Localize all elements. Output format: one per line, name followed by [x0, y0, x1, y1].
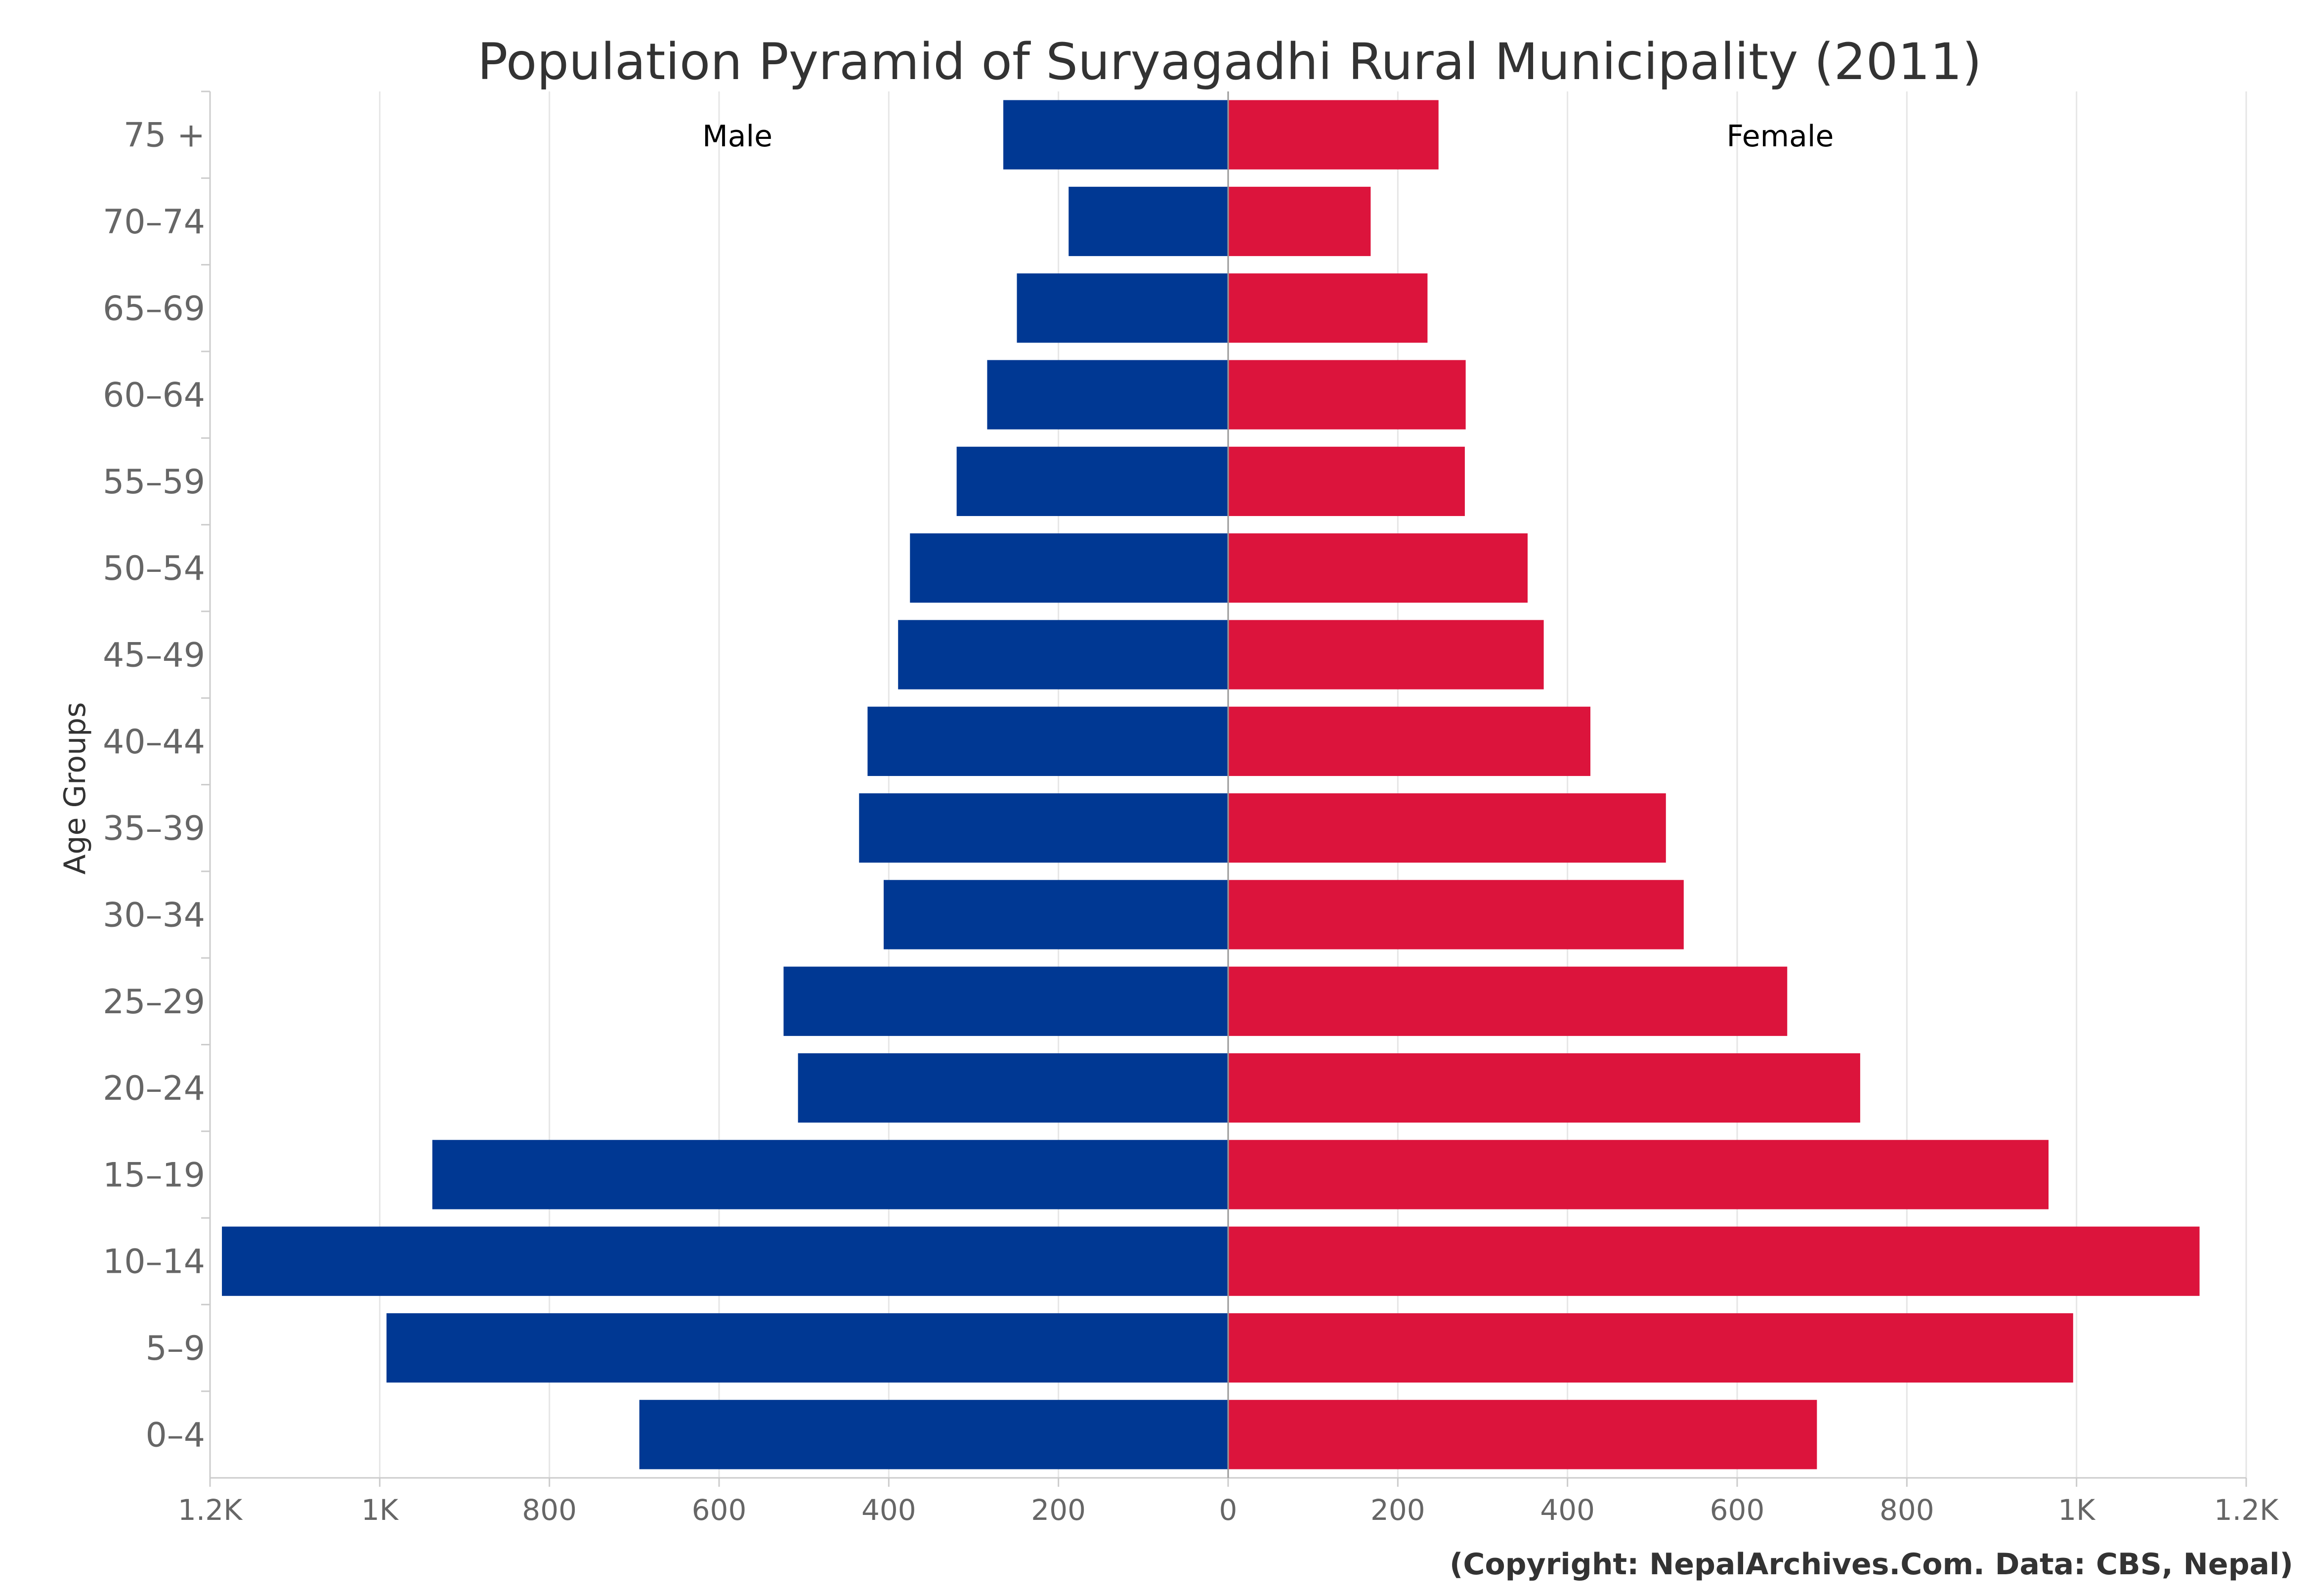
x-tick-label: 800	[522, 1493, 577, 1527]
female-bar	[1228, 100, 1439, 170]
y-tick-label: 55–59	[103, 463, 205, 502]
female-bar	[1228, 706, 1591, 776]
y-tick-label: 5–9	[145, 1329, 205, 1368]
female-bar	[1228, 1226, 2200, 1296]
male-bar	[1068, 186, 1228, 257]
x-tick-label: 200	[1031, 1493, 1086, 1527]
female-bar	[1228, 273, 1428, 343]
y-tick-label: 60–64	[103, 376, 205, 415]
y-tick-label: 15–19	[103, 1156, 205, 1195]
y-tick-label: 25–29	[103, 983, 205, 1022]
y-tick-label: 35–39	[103, 809, 205, 848]
y-tick-label: 50–54	[103, 549, 205, 588]
x-tick-label: 0	[1219, 1493, 1238, 1527]
x-tick-label: 1.2K	[178, 1493, 243, 1527]
male-bar	[884, 880, 1228, 949]
female-bar	[1228, 360, 1466, 430]
female-bar	[1228, 533, 1528, 603]
female-bar	[1228, 186, 1371, 257]
x-tick-label: 600	[1710, 1493, 1765, 1527]
y-tick-label: 75 +	[124, 116, 205, 155]
male-bar	[859, 793, 1228, 863]
y-tick-label: 0–4	[145, 1416, 205, 1455]
male-series-label: Male	[702, 119, 772, 154]
axes: 1.2K 1K 800 600 400 200 0 200 400 600 800 1K 1.2K 0–4…	[103, 90, 2279, 1527]
male-bar	[798, 1053, 1228, 1123]
male-bar	[639, 1400, 1228, 1469]
male-bar	[1017, 273, 1228, 343]
x-tick-label: 1K	[361, 1493, 399, 1527]
x-tick-label: 800	[1880, 1493, 1934, 1527]
female-bar	[1228, 620, 1544, 690]
y-tick-label: 65–69	[103, 289, 205, 328]
y-tick-label: 45–49	[103, 636, 205, 675]
y-tick-label: 40–44	[103, 723, 205, 762]
male-bar	[910, 533, 1228, 603]
male-bar	[783, 966, 1228, 1036]
female-bar	[1228, 446, 1465, 517]
female-bar	[1228, 793, 1666, 863]
y-tick-label: 70–74	[103, 203, 205, 242]
male-bar	[386, 1313, 1228, 1383]
male-bar	[867, 706, 1228, 776]
female-bar	[1228, 1053, 1860, 1123]
male-bar	[956, 446, 1228, 517]
male-bar	[222, 1226, 1228, 1296]
x-tick-label: 1.2K	[2214, 1493, 2279, 1527]
chart-title: Population Pyramid of Suryagadhi Rural M…	[477, 33, 1982, 91]
x-tick-label: 1K	[2058, 1493, 2096, 1527]
x-tick-label: 400	[861, 1493, 916, 1527]
male-bar	[898, 620, 1228, 690]
female-series-label: Female	[1727, 119, 1834, 154]
y-tick-label: 30–34	[103, 896, 205, 935]
x-tick-label: 600	[692, 1493, 747, 1527]
y-axis-title: Age Groups	[58, 702, 92, 874]
female-bar	[1228, 1313, 2073, 1383]
y-tick-label: 20–24	[103, 1069, 205, 1108]
x-tick-label: 200	[1370, 1493, 1425, 1527]
male-bar	[1003, 100, 1228, 170]
y-tick-label: 10–14	[103, 1243, 205, 1282]
female-bar	[1228, 880, 1684, 949]
female-bar	[1228, 1140, 2049, 1209]
male-bar	[987, 360, 1228, 430]
male-bar	[432, 1140, 1229, 1209]
female-bar	[1228, 1400, 1817, 1469]
bars	[222, 100, 2200, 1469]
x-tick-label: 400	[1540, 1493, 1595, 1527]
copyright-credit: (Copyright: NepalArchives.Com. Data: CBS…	[1450, 1547, 2293, 1582]
female-bar	[1228, 966, 1788, 1036]
